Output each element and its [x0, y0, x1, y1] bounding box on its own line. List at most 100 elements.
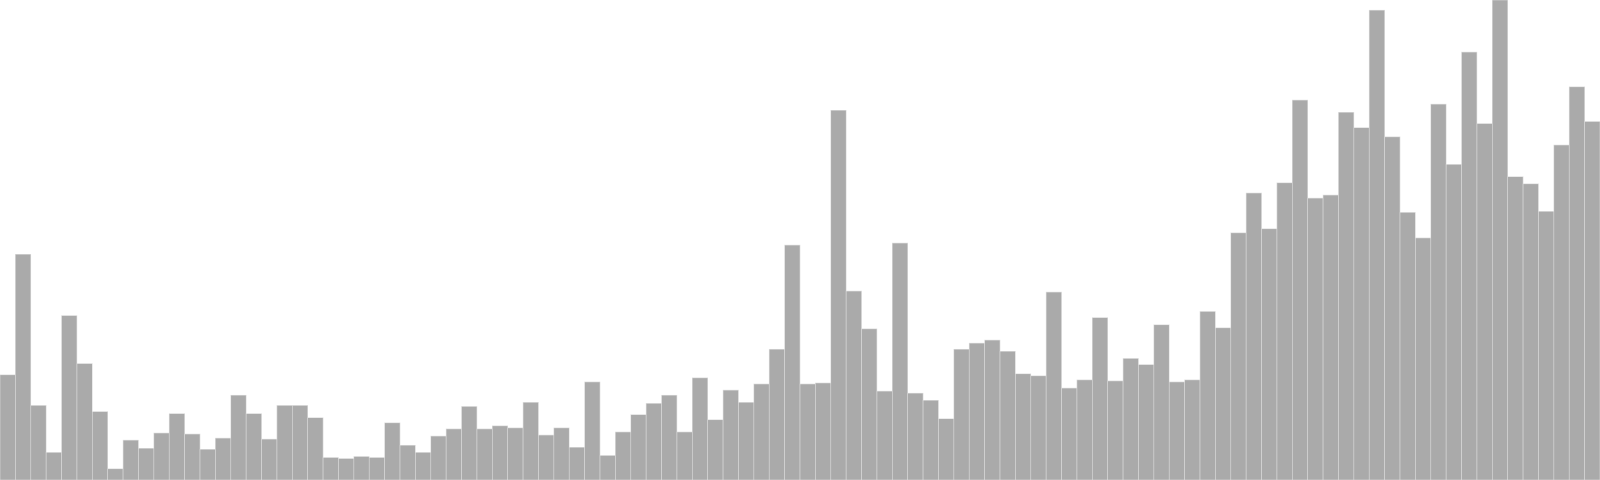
- bar: [815, 382, 832, 480]
- bar: [784, 244, 801, 480]
- bar: [938, 418, 955, 480]
- bar: [1230, 232, 1247, 480]
- bar: [1076, 379, 1093, 480]
- bar: [430, 435, 447, 480]
- bar: [538, 434, 555, 480]
- bar: [1322, 194, 1339, 480]
- bar: [122, 439, 139, 480]
- bar: [215, 437, 232, 480]
- bar: [630, 414, 647, 480]
- bar: [522, 402, 539, 480]
- bar: [1061, 387, 1078, 480]
- bar: [1307, 197, 1324, 480]
- bar: [676, 431, 693, 480]
- bar: [922, 400, 939, 480]
- bar: [1384, 136, 1401, 480]
- bar: [476, 428, 493, 480]
- bar: [830, 109, 847, 480]
- bar: [461, 406, 478, 480]
- bar: [1045, 291, 1062, 480]
- bar: [1168, 381, 1185, 480]
- bar: [1184, 379, 1201, 480]
- bar: [199, 449, 216, 480]
- bar: [999, 351, 1016, 480]
- bar: [984, 339, 1001, 480]
- bar: [1122, 358, 1139, 480]
- bar: [1353, 127, 1370, 480]
- bar: [1492, 0, 1508, 480]
- bar: [507, 427, 524, 480]
- bar: [1245, 192, 1262, 480]
- bar: [338, 458, 355, 480]
- bar: [92, 411, 108, 480]
- bar: [1538, 211, 1555, 480]
- bar: [1030, 375, 1047, 480]
- bar: [799, 383, 816, 480]
- bar: [61, 315, 78, 480]
- bar: [384, 422, 401, 480]
- bar: [292, 405, 308, 480]
- bar: [30, 405, 47, 480]
- bar: [553, 427, 570, 480]
- bar: [953, 348, 970, 480]
- bar: [876, 390, 893, 480]
- bar: [353, 456, 370, 480]
- bar: [1261, 228, 1278, 480]
- bar: [322, 457, 339, 480]
- bar: [245, 413, 262, 480]
- bar: [692, 377, 708, 480]
- bar: [45, 452, 62, 480]
- bar: [861, 328, 878, 480]
- bar: [615, 431, 632, 480]
- bar: [15, 253, 32, 480]
- bar: [1584, 121, 1600, 480]
- bar: [1522, 183, 1539, 480]
- bar: [153, 432, 170, 480]
- bar: [230, 394, 247, 480]
- bar: [1553, 144, 1570, 480]
- bar: [1199, 311, 1216, 480]
- bar: [1476, 123, 1493, 480]
- bar: [1215, 327, 1232, 480]
- bar: [1092, 317, 1108, 480]
- bar: [907, 392, 924, 480]
- bar: [845, 290, 862, 480]
- bar: [1430, 103, 1447, 480]
- bar: [415, 452, 432, 480]
- bar: [645, 403, 662, 480]
- bar: [1153, 324, 1170, 480]
- bar: [768, 348, 785, 480]
- bar: [1368, 9, 1385, 480]
- bar: [107, 468, 124, 480]
- bar: [399, 444, 416, 480]
- bar: [738, 402, 755, 480]
- bar: [138, 448, 155, 480]
- bar: [445, 428, 462, 480]
- bar: [968, 342, 985, 480]
- bar: [1399, 212, 1416, 480]
- bar: [1292, 99, 1308, 480]
- bar: [307, 417, 324, 480]
- bar: [276, 405, 293, 480]
- bar: [1015, 373, 1032, 480]
- bar: [584, 381, 601, 480]
- bar: [168, 413, 185, 480]
- bar: [722, 389, 739, 480]
- bar: [753, 383, 770, 480]
- bar: [1461, 51, 1478, 480]
- bar: [568, 447, 585, 480]
- bar: [1338, 112, 1355, 480]
- bar: [1445, 164, 1462, 480]
- bar: [261, 438, 278, 480]
- bar: [1568, 86, 1585, 480]
- bar: [661, 394, 678, 480]
- bar: [184, 433, 201, 480]
- bar: [1415, 237, 1432, 480]
- bar: [1138, 364, 1155, 480]
- bar: [1107, 380, 1124, 480]
- bar: [1276, 182, 1293, 480]
- bar: [76, 363, 93, 480]
- bar: [492, 425, 508, 480]
